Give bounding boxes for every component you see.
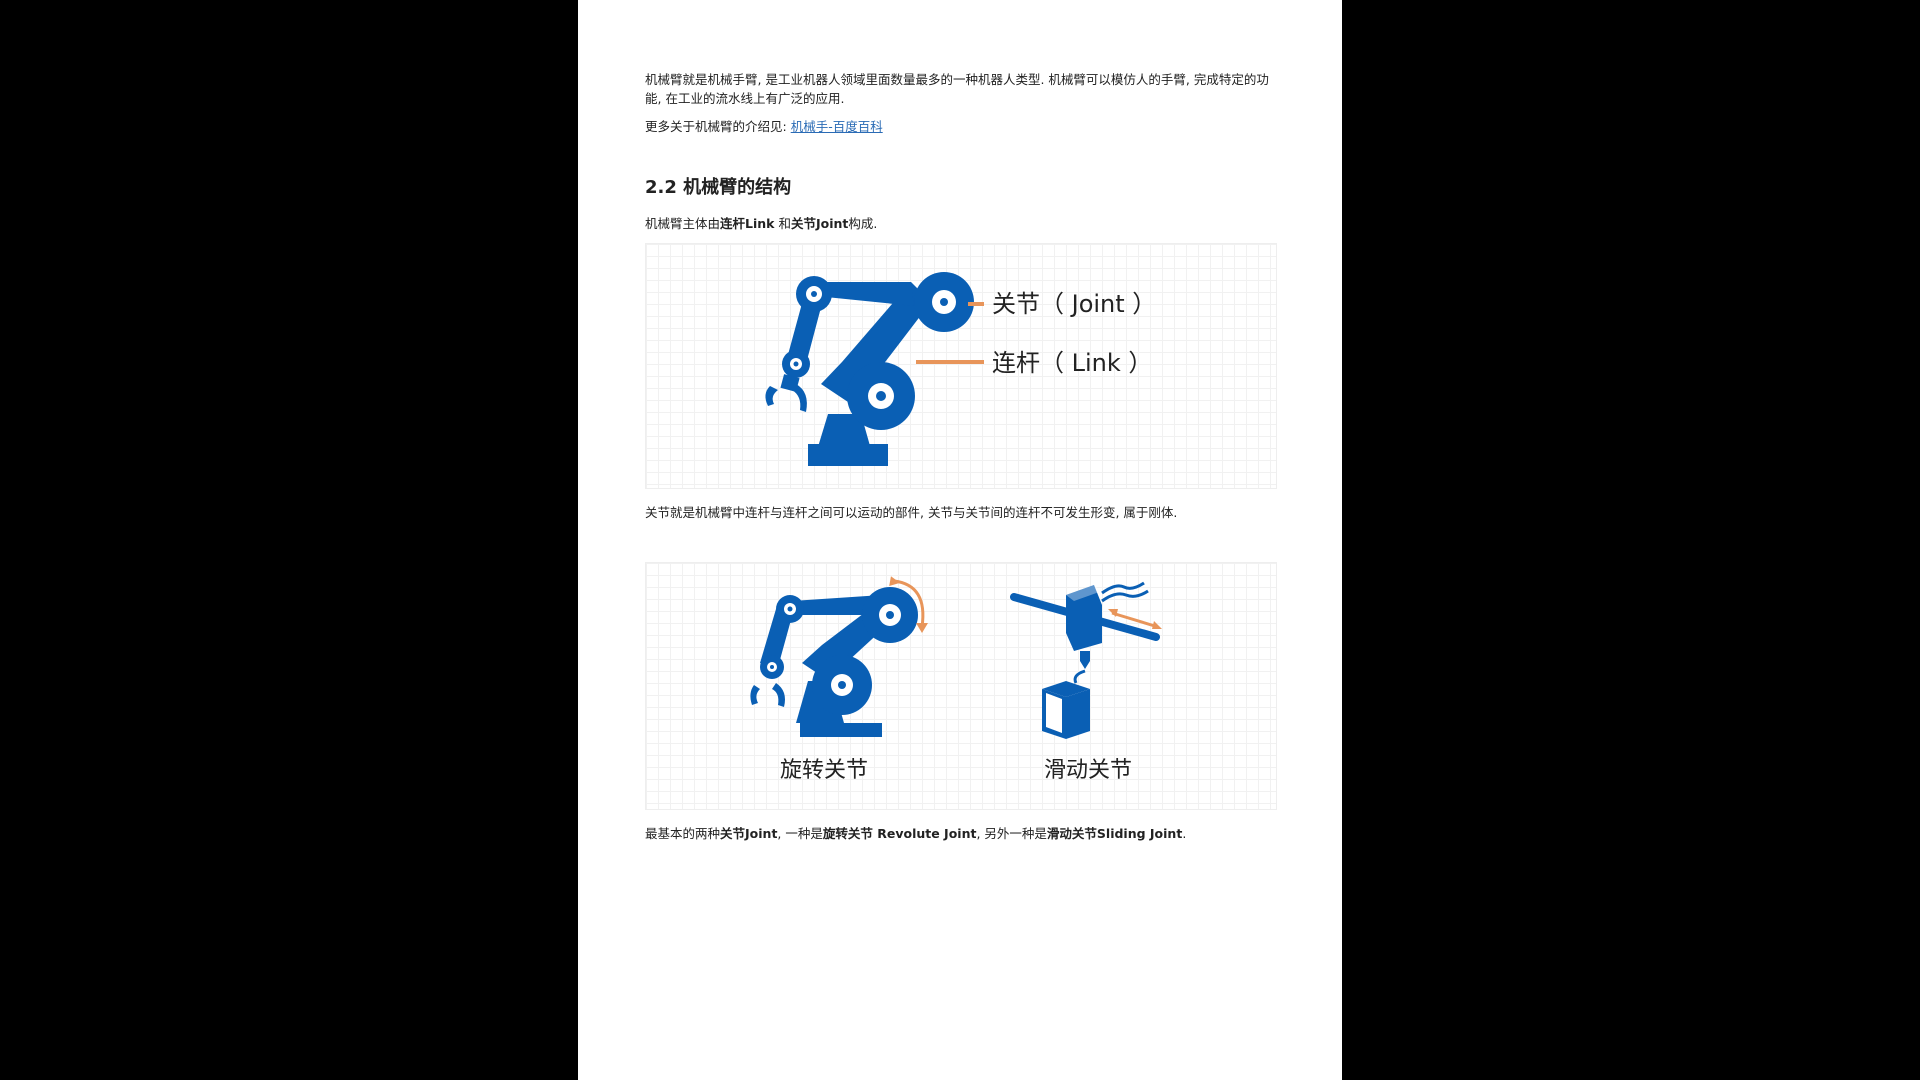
joint-types-middle1: , 一种是 [777, 826, 823, 841]
joint-types-joint-term: 关节Joint [720, 826, 778, 841]
link-label: 连杆（ Link ） [992, 349, 1152, 377]
lower-link-shape [821, 282, 931, 404]
sliding-term: 滑动关节Sliding Joint [1046, 826, 1183, 841]
more-info-line: 更多关于机械臂的介绍见: 机械手-百度百科 [645, 117, 1277, 136]
gripper-body [780, 374, 800, 392]
composition-prefix: 机械臂主体由 [645, 216, 721, 231]
joint-types-prefix: 最基本的两种 [645, 826, 721, 841]
more-info-prefix: 更多关于机械臂的介绍见: [645, 119, 791, 134]
robot-base-plate [808, 444, 888, 466]
link-term: 连杆Link [720, 216, 775, 231]
rotation-arrow-icon [893, 579, 925, 628]
joint-types-middle2: , 另外一种是 [976, 826, 1047, 841]
joint-term: 关节Joint [790, 216, 849, 231]
joint-types-illustration: 旋转关节 滑动关节 [750, 576, 1162, 783]
robot-arm-illustration: 关节（ Joint ） 连杆（ Link ） [765, 272, 1156, 466]
document-page: 机械臂就是机械手臂, 是工业机器人领域里面数量最多的一种机器人类型. 机械臂可以… [578, 0, 1342, 1080]
sliding-joint-label: 滑动关节 [1044, 758, 1132, 783]
section-heading: 2.2 机械臂的结构 [645, 177, 792, 198]
joint-label: 关节（ Joint ） [992, 290, 1156, 318]
joint-types-suffix: . [1182, 826, 1187, 841]
revolute-term: 旋转关节 Revolute Joint [822, 826, 977, 841]
sliding-joint-icon [1010, 581, 1162, 739]
composition-middle: 和 [774, 216, 791, 231]
article-content: 机械臂就是机械手臂, 是工业机器人领域里面数量最多的一种机器人类型. 机械臂可以… [645, 70, 1277, 843]
upper-link-shape [816, 282, 914, 306]
joint-types-figure: 旋转关节 滑动关节 [645, 562, 1277, 810]
joint-types-paragraph: 最基本的两种关节Joint, 一种是旋转关节 Revolute Joint, 另… [645, 824, 1277, 843]
gripper-left-jaw [765, 386, 778, 406]
baike-link[interactable]: 机械手-百度百科 [790, 119, 883, 134]
composition-paragraph: 机械臂主体由连杆Link 和关节Joint构成. [645, 214, 1277, 233]
forearm-shape [786, 296, 824, 364]
robot-arm-structure-figure: 关节（ Joint ） 连杆（ Link ） [645, 243, 1277, 489]
composition-suffix: 构成. [848, 216, 878, 231]
intro-paragraph: 机械臂就是机械手臂, 是工业机器人领域里面数量最多的一种机器人类型. 机械臂可以… [645, 72, 1269, 106]
joint-description: 关节就是机械臂中连杆与连杆之间可以运动的部件, 关节与关节间的连杆不可发生形变,… [645, 505, 1178, 520]
revolute-joint-label: 旋转关节 [780, 758, 868, 783]
